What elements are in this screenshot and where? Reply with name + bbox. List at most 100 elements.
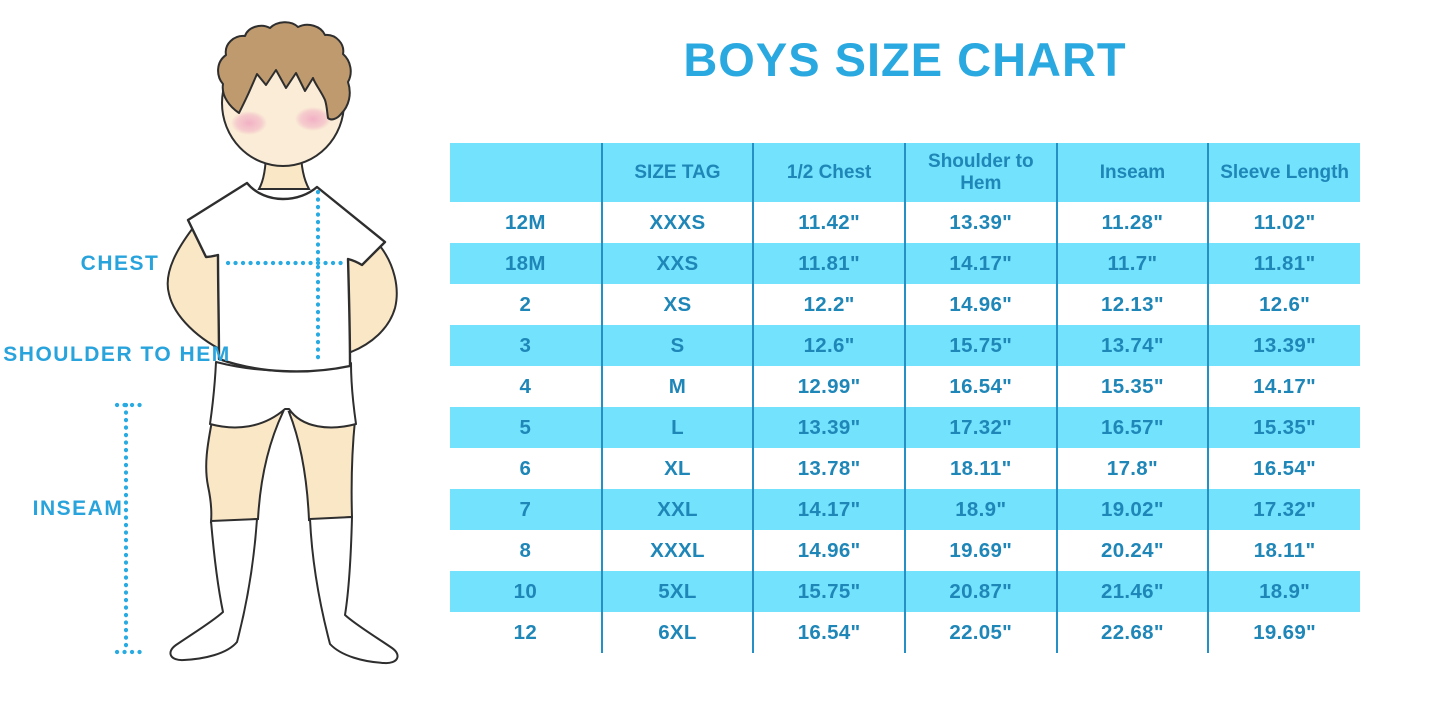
right-leg-shape [287, 410, 357, 522]
table-row: 7 XXL 14.17" 18.9" 19.02" 17.32" [450, 489, 1360, 530]
table-cell: 22.68" [1055, 612, 1209, 653]
table-cell: 11.81" [752, 243, 905, 284]
table-cell: 4 [519, 374, 532, 398]
table-cell: 20.24" [1055, 530, 1209, 571]
table-cell: 13.39" [1207, 325, 1360, 366]
table-cell: 13.39" [752, 407, 905, 448]
column-header: Shoulder to Hem [903, 143, 1057, 202]
right-cheek-blush [295, 107, 331, 131]
chest-label: CHEST [81, 252, 160, 275]
table-cell: 12.13" [1055, 284, 1209, 325]
table-row: 2 XS 12.2" 14.96" 12.13" 12.6" [450, 284, 1360, 325]
table-cell: 2 [519, 292, 532, 316]
table-cell: 16.54" [752, 612, 905, 653]
table-row: 10 5XL 15.75" 20.87" 21.46" 18.9" [450, 571, 1360, 612]
column-header: Sleeve Length [1207, 143, 1360, 202]
table-cell: 17.8" [1055, 448, 1209, 489]
left-sock-shape [169, 518, 258, 662]
table-cell: 18.9" [1207, 571, 1360, 612]
table-cell: 18.9" [903, 489, 1057, 530]
table-cell: 5 [519, 415, 532, 439]
table-cell: 14.96" [903, 284, 1057, 325]
table-row: 8 XXXL 14.96" 19.69" 20.24" 18.11" [450, 530, 1360, 571]
table-cell: XL [600, 448, 754, 489]
table-cell: 12M [504, 210, 546, 234]
page-title: BOYS SIZE CHART [683, 33, 1127, 86]
table-cell: 18.11" [903, 448, 1057, 489]
column-header: 1/2 Chest [752, 143, 905, 202]
size-table-header-row: SIZE TAG 1/2 Chest Shoulder to Hem Inseam Sl… [450, 143, 1360, 202]
table-cell: 17.32" [903, 407, 1057, 448]
table-cell: 11.7" [1055, 243, 1209, 284]
table-cell: XXXL [600, 530, 754, 571]
table-cell: 5XL [600, 571, 754, 612]
right-sock-shape [309, 516, 399, 665]
boy-measurement-illustration: CHEST SHOULDER TO HEM INSEAM [3, 21, 399, 665]
left-cheek-blush [231, 111, 267, 135]
hair-shape [217, 21, 352, 121]
table-cell: 8 [519, 538, 532, 562]
table-cell: 15.75" [903, 325, 1057, 366]
table-cell: 15.75" [752, 571, 905, 612]
size-table-container: SIZE TAG 1/2 Chest Shoulder to Hem Inseam Sl… [450, 143, 1360, 653]
table-cell: 15.35" [1207, 407, 1360, 448]
column-header: SIZE TAG [600, 143, 754, 202]
table-cell: 13.39" [903, 202, 1057, 243]
table-row: 6 XL 13.78" 18.11" 17.8" 16.54" [450, 448, 1360, 489]
table-cell: 17.32" [1207, 489, 1360, 530]
table-cell: 16.57" [1055, 407, 1209, 448]
table-cell: 13.74" [1055, 325, 1209, 366]
table-cell: 6 [519, 456, 532, 480]
table-cell: 22.05" [903, 612, 1057, 653]
table-cell: L [600, 407, 754, 448]
table-row: 5 L 13.39" 17.32" 16.57" 15.35" [450, 407, 1360, 448]
column-header: Inseam [1055, 143, 1209, 202]
table-cell: 19.69" [1207, 612, 1360, 653]
table-cell: 18M [504, 251, 546, 275]
table-cell: 16.54" [903, 366, 1057, 407]
table-cell: M [600, 366, 754, 407]
left-leg-shape [205, 410, 285, 524]
table-cell: 14.17" [1207, 366, 1360, 407]
table-cell: 20.87" [903, 571, 1057, 612]
table-row: 12 6XL 16.54" 22.05" 22.68" 19.69" [450, 612, 1360, 653]
table-cell: 3 [519, 333, 532, 357]
table-cell: 11.81" [1207, 243, 1360, 284]
size-table: SIZE TAG 1/2 Chest Shoulder to Hem Inseam Sl… [450, 143, 1360, 653]
table-cell: 14.17" [752, 489, 905, 530]
column-header-size [450, 143, 602, 202]
table-row: 18M XXS 11.81" 14.17" 11.7" 11.81" [450, 243, 1360, 284]
table-cell: 10 [513, 579, 538, 603]
table-cell: 14.17" [903, 243, 1057, 284]
table-cell: XXL [600, 489, 754, 530]
table-cell: 15.35" [1055, 366, 1209, 407]
table-cell: 18.11" [1207, 530, 1360, 571]
table-row: 12M XXXS 11.42" 13.39" 11.28" 11.02" [450, 202, 1360, 243]
shoulder-to-hem-label: SHOULDER TO HEM [3, 343, 230, 366]
tshirt-shape [186, 181, 387, 373]
table-cell: 13.78" [752, 448, 905, 489]
inseam-label: INSEAM [33, 497, 124, 520]
table-cell: 6XL [600, 612, 754, 653]
table-cell: XXXS [600, 202, 754, 243]
table-cell: 19.02" [1055, 489, 1209, 530]
table-cell: XXS [600, 243, 754, 284]
table-cell: 12.6" [752, 325, 905, 366]
table-cell: 14.96" [752, 530, 905, 571]
table-cell: 11.42" [752, 202, 905, 243]
table-cell: 12 [513, 620, 538, 644]
table-cell: 12.99" [752, 366, 905, 407]
table-cell: XS [600, 284, 754, 325]
table-cell: 16.54" [1207, 448, 1360, 489]
table-row: 4 M 12.99" 16.54" 15.35" 14.17" [450, 366, 1360, 407]
table-cell: 21.46" [1055, 571, 1209, 612]
table-cell: 7 [519, 497, 532, 521]
table-cell: 11.02" [1207, 202, 1360, 243]
table-row: 3 S 12.6" 15.75" 13.74" 13.39" [450, 325, 1360, 366]
table-cell: 19.69" [903, 530, 1057, 571]
table-cell: 12.2" [752, 284, 905, 325]
table-cell: 12.6" [1207, 284, 1360, 325]
table-cell: S [600, 325, 754, 366]
table-cell: 11.28" [1055, 202, 1209, 243]
